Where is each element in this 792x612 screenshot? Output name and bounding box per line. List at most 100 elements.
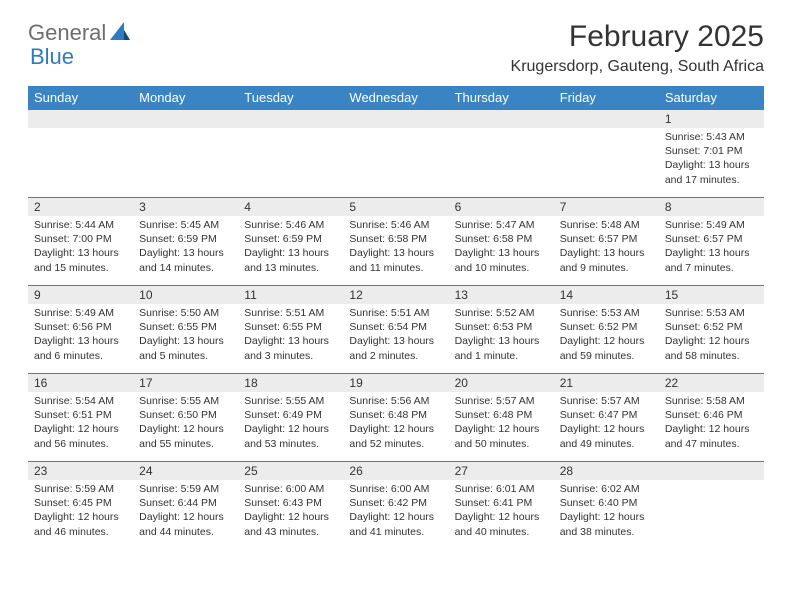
sunset-text: Sunset: 6:52 PM xyxy=(665,320,758,334)
calendar-day-cell: 26Sunrise: 6:00 AMSunset: 6:42 PMDayligh… xyxy=(343,462,448,550)
daylight-text: Daylight: 12 hours and 41 minutes. xyxy=(349,510,442,538)
sunset-text: Sunset: 6:59 PM xyxy=(139,232,232,246)
sunrise-text: Sunrise: 5:54 AM xyxy=(34,394,127,408)
calendar-day-cell: 27Sunrise: 6:01 AMSunset: 6:41 PMDayligh… xyxy=(449,462,554,550)
day-header: Tuesday xyxy=(238,86,343,110)
day-number: 19 xyxy=(343,374,448,392)
sunrise-text: Sunrise: 5:57 AM xyxy=(560,394,653,408)
daylight-text: Daylight: 12 hours and 59 minutes. xyxy=(560,334,653,362)
day-header: Monday xyxy=(133,86,238,110)
calendar-day-cell xyxy=(133,110,238,198)
sunset-text: Sunset: 6:54 PM xyxy=(349,320,442,334)
day-details: Sunrise: 5:58 AMSunset: 6:46 PMDaylight:… xyxy=(659,392,764,455)
daylight-text: Daylight: 12 hours and 43 minutes. xyxy=(244,510,337,538)
calendar-week-row: 2Sunrise: 5:44 AMSunset: 7:00 PMDaylight… xyxy=(28,198,764,286)
sunset-text: Sunset: 6:49 PM xyxy=(244,408,337,422)
calendar-week-row: 16Sunrise: 5:54 AMSunset: 6:51 PMDayligh… xyxy=(28,374,764,462)
sunrise-text: Sunrise: 5:53 AM xyxy=(560,306,653,320)
sunrise-text: Sunrise: 6:01 AM xyxy=(455,482,548,496)
sunset-text: Sunset: 6:48 PM xyxy=(349,408,442,422)
sunrise-text: Sunrise: 5:57 AM xyxy=(455,394,548,408)
day-number: 6 xyxy=(449,198,554,216)
calendar-day-cell: 6Sunrise: 5:47 AMSunset: 6:58 PMDaylight… xyxy=(449,198,554,286)
calendar-day-cell: 13Sunrise: 5:52 AMSunset: 6:53 PMDayligh… xyxy=(449,286,554,374)
daylight-text: Daylight: 13 hours and 9 minutes. xyxy=(560,246,653,274)
sunset-text: Sunset: 6:52 PM xyxy=(560,320,653,334)
day-number: 20 xyxy=(449,374,554,392)
calendar-day-cell: 14 Sunrise: 5:53 AMSunset: 6:52 PMDayligh… xyxy=(554,286,659,374)
day-details: Sunrise: 5:46 AMSunset: 6:59 PMDaylight:… xyxy=(238,216,343,279)
day-number: 9 xyxy=(28,286,133,304)
day-number xyxy=(28,110,133,128)
calendar-day-cell: 20Sunrise: 5:57 AMSunset: 6:48 PMDayligh… xyxy=(449,374,554,462)
sunset-text: Sunset: 6:48 PM xyxy=(455,408,548,422)
sunrise-text: Sunrise: 5:49 AM xyxy=(34,306,127,320)
day-details: Sunrise: 5:49 AMSunset: 6:57 PMDaylight:… xyxy=(659,216,764,279)
daylight-text: Daylight: 13 hours and 15 minutes. xyxy=(34,246,127,274)
calendar-day-cell xyxy=(449,110,554,198)
daylight-text: Daylight: 12 hours and 47 minutes. xyxy=(665,422,758,450)
daylight-text: Daylight: 13 hours and 2 minutes. xyxy=(349,334,442,362)
day-number xyxy=(659,462,764,480)
calendar-day-cell: 1Sunrise: 5:43 AMSunset: 7:01 PMDaylight… xyxy=(659,110,764,198)
day-number: 23 xyxy=(28,462,133,480)
sunrise-text: Sunrise: 5:59 AM xyxy=(139,482,232,496)
sunset-text: Sunset: 6:43 PM xyxy=(244,496,337,510)
daylight-text: Daylight: 13 hours and 1 minute. xyxy=(455,334,548,362)
daylight-text: Daylight: 13 hours and 11 minutes. xyxy=(349,246,442,274)
day-header-row: Sunday Monday Tuesday Wednesday Thursday… xyxy=(28,86,764,110)
day-details: Sunrise: 5:44 AMSunset: 7:00 PMDaylight:… xyxy=(28,216,133,279)
calendar-day-cell: 3Sunrise: 5:45 AMSunset: 6:59 PMDaylight… xyxy=(133,198,238,286)
daylight-text: Daylight: 12 hours and 55 minutes. xyxy=(139,422,232,450)
sunrise-text: Sunrise: 5:53 AM xyxy=(665,306,758,320)
day-details: Sunrise: 5:51 AMSunset: 6:54 PMDaylight:… xyxy=(343,304,448,367)
day-details: Sunrise: 5:47 AMSunset: 6:58 PMDaylight:… xyxy=(449,216,554,279)
daylight-text: Daylight: 13 hours and 14 minutes. xyxy=(139,246,232,274)
sunset-text: Sunset: 6:50 PM xyxy=(139,408,232,422)
day-header: Sunday xyxy=(28,86,133,110)
calendar-day-cell: 19Sunrise: 5:56 AMSunset: 6:48 PMDayligh… xyxy=(343,374,448,462)
sunrise-text: Sunrise: 5:55 AM xyxy=(139,394,232,408)
title-block: February 2025 Krugersdorp, Gauteng, Sout… xyxy=(511,20,764,76)
daylight-text: Daylight: 12 hours and 50 minutes. xyxy=(455,422,548,450)
sunrise-text: Sunrise: 5:56 AM xyxy=(349,394,442,408)
sunrise-text: Sunrise: 5:47 AM xyxy=(455,218,548,232)
calendar-day-cell xyxy=(28,110,133,198)
day-header: Saturday xyxy=(659,86,764,110)
daylight-text: Daylight: 12 hours and 56 minutes. xyxy=(34,422,127,450)
day-number: 3 xyxy=(133,198,238,216)
day-number: 14 xyxy=(554,286,659,304)
sunrise-text: Sunrise: 5:48 AM xyxy=(560,218,653,232)
sunrise-text: Sunrise: 6:00 AM xyxy=(244,482,337,496)
calendar-day-cell: 17Sunrise: 5:55 AMSunset: 6:50 PMDayligh… xyxy=(133,374,238,462)
day-details: Sunrise: 5:57 AMSunset: 6:48 PMDaylight:… xyxy=(449,392,554,455)
day-details: Sunrise: 5:56 AMSunset: 6:48 PMDaylight:… xyxy=(343,392,448,455)
day-number: 16 xyxy=(28,374,133,392)
sunrise-text: Sunrise: 6:02 AM xyxy=(560,482,653,496)
day-header: Wednesday xyxy=(343,86,448,110)
day-number: 12 xyxy=(343,286,448,304)
day-details: Sunrise: 5:59 AMSunset: 6:44 PMDaylight:… xyxy=(133,480,238,543)
calendar-day-cell: 7Sunrise: 5:48 AMSunset: 6:57 PMDaylight… xyxy=(554,198,659,286)
day-details: Sunrise: 5:53 AMSunset: 6:52 PMDaylight:… xyxy=(659,304,764,367)
day-details: Sunrise: 5:46 AMSunset: 6:58 PMDaylight:… xyxy=(343,216,448,279)
calendar-day-cell: 15Sunrise: 5:53 AMSunset: 6:52 PMDayligh… xyxy=(659,286,764,374)
sunset-text: Sunset: 6:59 PM xyxy=(244,232,337,246)
day-details: Sunrise: 6:00 AMSunset: 6:43 PMDaylight:… xyxy=(238,480,343,543)
day-number: 10 xyxy=(133,286,238,304)
sunset-text: Sunset: 7:01 PM xyxy=(665,144,758,158)
day-number: 27 xyxy=(449,462,554,480)
sunset-text: Sunset: 6:47 PM xyxy=(560,408,653,422)
sunset-text: Sunset: 6:42 PM xyxy=(349,496,442,510)
day-number: 21 xyxy=(554,374,659,392)
sunrise-text: Sunrise: 5:49 AM xyxy=(665,218,758,232)
day-details: Sunrise: 5:51 AMSunset: 6:55 PMDaylight:… xyxy=(238,304,343,367)
day-number xyxy=(554,110,659,128)
day-details: Sunrise: 5:55 AMSunset: 6:50 PMDaylight:… xyxy=(133,392,238,455)
day-header: Friday xyxy=(554,86,659,110)
calendar-day-cell xyxy=(343,110,448,198)
daylight-text: Daylight: 12 hours and 40 minutes. xyxy=(455,510,548,538)
day-details: Sunrise: 5:43 AMSunset: 7:01 PMDaylight:… xyxy=(659,128,764,191)
calendar-day-cell: 2Sunrise: 5:44 AMSunset: 7:00 PMDaylight… xyxy=(28,198,133,286)
day-details: Sunrise: 6:01 AMSunset: 6:41 PMDaylight:… xyxy=(449,480,554,543)
